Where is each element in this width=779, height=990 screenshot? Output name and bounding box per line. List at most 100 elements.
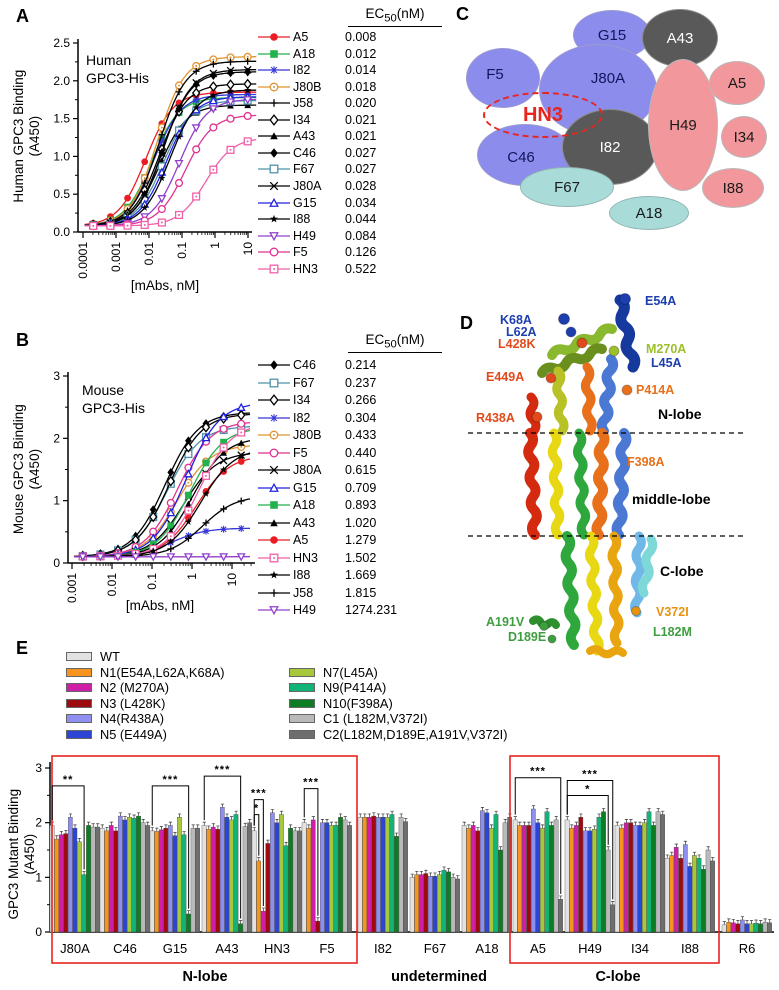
marker-x (158, 149, 166, 157)
group-label-A43: A43 (215, 941, 238, 956)
marker-star-filled (270, 214, 278, 223)
bar-F5-2 (310, 819, 316, 933)
mutant-legend-swatch (289, 729, 315, 739)
marker-triangle-down-open (208, 105, 218, 114)
error-bar (141, 819, 145, 823)
error-bar (257, 857, 261, 861)
bar-HN3-3 (265, 843, 271, 933)
ec50-prefix: EC (365, 332, 385, 347)
legend-marker (258, 231, 290, 241)
panel-b-ylabel: Mouse GPC3 Binding (A450) (11, 369, 43, 569)
marker-asterisk (220, 525, 227, 533)
error-bar (404, 817, 408, 822)
legend-row-H49: H49 0.084 (255, 228, 376, 244)
ec50-sub: 50 (384, 338, 397, 351)
marker-triangle-filled (185, 500, 192, 507)
legend-marker (258, 378, 290, 387)
mutation-label-R438A: R438A (476, 411, 515, 425)
error-bar (202, 821, 206, 826)
error-bar (105, 827, 109, 831)
bar-G15-8 (186, 913, 191, 933)
ec50-suffix: (nM) (396, 6, 425, 21)
marker-star-filled (167, 537, 175, 545)
legend-series-name: J80B (293, 79, 322, 94)
marker-circle-open (174, 178, 184, 188)
bar-I88-2 (673, 847, 679, 933)
legend-ec50-value: 0.266 (345, 393, 377, 407)
bar-C46-7 (131, 818, 137, 933)
legend-series-name: A5 (293, 533, 309, 547)
epitope-oval-HN3: HN3 (483, 92, 603, 138)
ribbon-helix (523, 428, 542, 540)
mutant-legend-item: N1(E54A,L62A,K68A) (66, 665, 225, 680)
marker-triangle-down-open (219, 553, 229, 562)
significance-stars: *** (163, 774, 179, 786)
bar-I34-4 (633, 825, 638, 933)
error-bar (372, 812, 376, 817)
legend-marker (258, 606, 290, 616)
bar-A43-7 (233, 814, 239, 933)
error-bar (749, 920, 754, 924)
bar-I82-3 (371, 815, 377, 933)
legend-ec50-value: 0.018 (345, 79, 377, 94)
marker-star-filled (158, 174, 166, 182)
error-bar (168, 821, 173, 826)
ribbon-helix (525, 392, 541, 436)
legend-marker (258, 360, 290, 370)
marker-triangle-open (183, 469, 193, 478)
marker-star-filled (270, 570, 278, 579)
marker-triangle-open (269, 197, 279, 207)
error-bar (279, 810, 284, 815)
marker-plus (227, 58, 234, 66)
legend-ec50-value: 0.304 (345, 410, 377, 425)
section-box-N-lobe (51, 755, 358, 964)
error-bar (745, 920, 749, 924)
bar-J80A-10 (95, 826, 100, 933)
bar-F5-0 (301, 822, 307, 933)
section-box-C-lobe (509, 755, 720, 964)
error-bar (196, 824, 200, 829)
marker-star-filled (141, 204, 149, 211)
legend-ec50-value: 0.021 (345, 112, 377, 127)
legend-series-name: J80B (293, 428, 322, 442)
bar-H49-9 (605, 849, 611, 933)
bar-F67-5 (432, 876, 438, 933)
bar-A18-8 (498, 849, 503, 933)
error-bar (674, 843, 678, 848)
error-bar (433, 872, 437, 877)
bar-HN3-4 (270, 812, 275, 933)
legend-marker (258, 247, 290, 257)
marker-diamond-open (191, 87, 201, 99)
error-bar (146, 821, 150, 826)
error-bar (522, 821, 526, 826)
mutant-legend-label: WT (100, 649, 120, 664)
mutant-legend-label: N4(R438A) (100, 711, 165, 726)
bar-I88-9 (705, 849, 711, 933)
y-tick-label: 0 (35, 925, 42, 939)
marker-triangle-down-open (157, 195, 167, 204)
error-bar (96, 823, 100, 828)
legend-row-HN3: HN3 1.502 (255, 550, 376, 566)
error-bar (606, 846, 610, 850)
epitope-oval-label: J80A (590, 69, 626, 87)
mutation-label-M270A: M270A (646, 342, 686, 356)
bar-HN3-7 (283, 845, 289, 933)
bar-F5-3 (315, 920, 321, 933)
bar-HN3-9 (292, 830, 298, 933)
marker-diamond-open (236, 409, 246, 421)
error-bar (692, 851, 697, 856)
ribbon-helix (572, 428, 591, 540)
legend-ec50-value: 0.126 (345, 245, 377, 260)
x-tick-label: 1 (185, 573, 199, 580)
error-bar (390, 810, 394, 815)
legend-series-name: I82 (293, 410, 311, 425)
mutant-legend-item: N10(F398A) (289, 696, 393, 711)
bar-F5-10 (347, 825, 352, 933)
marker-triangle-filled (244, 101, 252, 109)
legend-ec50-value: 0.028 (345, 179, 377, 193)
marker-triangle-down-open (269, 231, 279, 241)
group-label-J80A: J80A (60, 941, 90, 956)
legend-row-G15: G15 0.709 (255, 480, 376, 496)
marker-square-filled (270, 501, 278, 509)
error-bar (574, 821, 578, 826)
